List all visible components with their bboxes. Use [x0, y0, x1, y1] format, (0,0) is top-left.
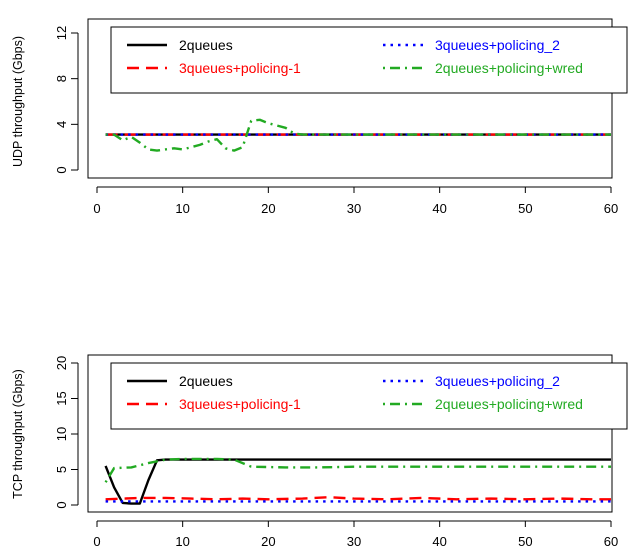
plot-frame: [87, 18, 613, 179]
series-line-1: [104, 458, 611, 505]
x-tick-label: 50: [518, 534, 532, 549]
legend-label-2: 3queues+policing-1: [179, 396, 301, 412]
y-axis-label: TCP throughput (Gbps): [11, 369, 25, 499]
x-tick-label: 10: [175, 201, 189, 216]
series-line-4: [104, 457, 611, 483]
series-group: [105, 118, 611, 152]
y-tick-label: 0: [54, 166, 69, 173]
x-tick-label: 10: [175, 534, 189, 549]
x-tick-label: 60: [604, 201, 618, 216]
x-tick-label: 20: [261, 201, 275, 216]
legend-label-1: 2queues: [179, 37, 233, 53]
legend-label-3: 3queues+policing_2: [435, 373, 560, 389]
series-group: [104, 457, 611, 505]
plot-frame: [87, 354, 613, 513]
legend-box: [110, 26, 628, 94]
series-line-4: [105, 118, 611, 152]
axes: 0 5 10 15 20 0 10 20 30 40 50 60: [54, 356, 618, 549]
y-tick-label: 10: [54, 427, 69, 441]
series-line-2: [105, 496, 611, 501]
legend-label-1: 2queues: [179, 373, 233, 389]
y-tick-label: 4: [54, 121, 69, 128]
tcp-throughput-panel: 0 5 10 15 20 0 10 20 30 40 50 60 TCP throughput (Gbp…: [11, 354, 628, 549]
y-tick-label: 15: [54, 391, 69, 405]
x-tick-label: 30: [347, 534, 361, 549]
y-tick-label: 12: [54, 26, 69, 40]
x-tick-label: 30: [347, 201, 361, 216]
x-tick-label: 60: [604, 534, 618, 549]
legend-label-2: 3queues+policing-1: [179, 60, 301, 76]
y-tick-label: 20: [54, 356, 69, 370]
y-tick-label: 8: [54, 75, 69, 82]
legend-label-4: 2queues+policing+wred: [435, 396, 583, 412]
legend-label-3: 3queues+policing_2: [435, 37, 560, 53]
x-tick-label: 40: [432, 534, 446, 549]
legend-label-4: 2queues+policing+wred: [435, 60, 583, 76]
udp-throughput-panel: 0 4 8 12 0 10 20 30 40 50 60 UDP throughput (Gbps) 2…: [11, 18, 628, 216]
x-tick-label: 50: [518, 201, 532, 216]
x-tick-label: 0: [93, 201, 100, 216]
legend: 2queues 3queues+policing-1 3queues+policin…: [110, 26, 628, 94]
legend: 2queues 3queues+policing-1 3queues+policin…: [110, 362, 628, 430]
x-tick-label: 20: [261, 534, 275, 549]
y-tick-label: 0: [54, 501, 69, 508]
x-tick-label: 40: [432, 201, 446, 216]
y-tick-label: 5: [54, 466, 69, 473]
axes: 0 4 8 12 0 10 20 30 40 50 60: [54, 26, 618, 216]
y-axis-label: UDP throughput (Gbps): [11, 36, 25, 167]
legend-box: [110, 362, 628, 430]
x-tick-label: 0: [93, 534, 100, 549]
